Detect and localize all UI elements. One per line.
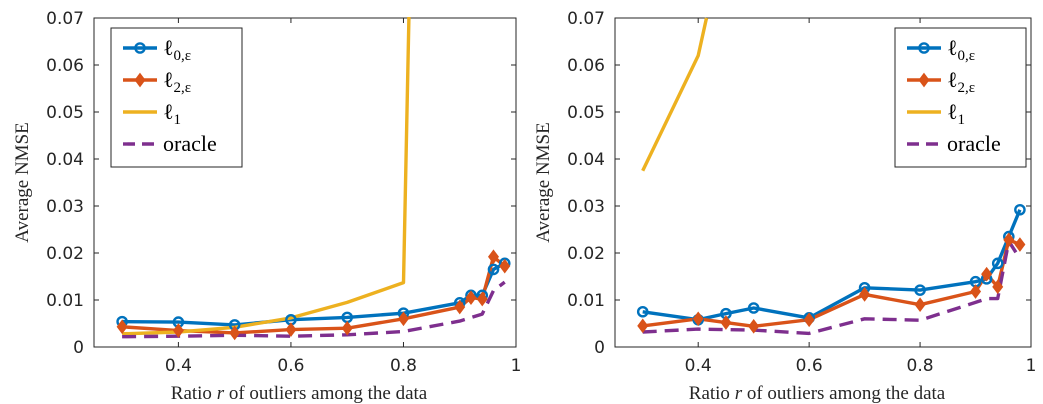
left-chart: 0 0.01 0.02 0.03 0.04 0.05 0.06 0.07 0.4 0.6 0.8 1 R…	[12, 9, 521, 404]
data-point	[476, 291, 488, 307]
y-tick-label: 0.03	[567, 197, 605, 217]
data-point	[720, 315, 732, 330]
y-tick-label: 0.05	[567, 103, 605, 123]
legend-marker	[918, 42, 930, 54]
x-tick-label: 0.4	[165, 356, 192, 376]
data-point	[499, 258, 511, 274]
series-line-3	[642, 239, 1022, 336]
x-tick-label: 0.8	[907, 356, 934, 376]
plot-area	[614, 17, 1032, 348]
right-chart: 0 0.01 0.02 0.03 0.04 0.05 0.06 0.07 0.4 0.6 0.8 1 R…	[533, 9, 1036, 404]
y-tick-label: 0.07	[567, 9, 605, 29]
data-point	[914, 284, 926, 296]
y-tick-label: 0	[73, 338, 84, 358]
x-axis-label: Ratio r of outliers among the data	[171, 383, 428, 404]
data-point	[970, 284, 982, 299]
data-point	[914, 297, 926, 313]
series-line-0	[642, 209, 1022, 322]
legend-marker	[918, 72, 930, 88]
legend-label: oracle	[947, 131, 1001, 156]
data-point	[748, 318, 760, 334]
legend-label: ℓ1	[947, 99, 965, 128]
x-tick-label: 0.8	[390, 356, 417, 376]
data-point	[859, 287, 871, 302]
y-tick-label: 0.06	[567, 56, 605, 76]
x-tick-label: 0.6	[796, 356, 823, 376]
legend-marker	[134, 72, 146, 88]
y-tick-label: 0.05	[46, 103, 84, 123]
data-point	[1003, 232, 1015, 248]
data-point	[341, 320, 353, 336]
data-point	[397, 311, 409, 327]
legend-label: ℓ0,ε	[947, 35, 975, 64]
data-point	[747, 302, 760, 314]
legend-label: ℓ2,ε	[163, 67, 191, 96]
y-tick-label: 0.01	[46, 291, 84, 311]
data-point	[1014, 237, 1026, 252]
x-tick-label: 0.4	[685, 356, 712, 376]
legend: ℓ0,ε ℓ2,ε ℓ1 oracle	[110, 27, 243, 168]
y-axis-label: Average NMSE	[533, 122, 554, 242]
y-tick-label: 0.06	[46, 56, 84, 76]
legend-label: ℓ0,ε	[163, 35, 191, 64]
legend-label: oracle	[163, 131, 217, 156]
data-point	[172, 323, 184, 338]
x-tick-label: 0.6	[277, 356, 304, 376]
series-line-3	[122, 280, 506, 339]
data-point	[487, 249, 499, 265]
data-point	[637, 318, 649, 334]
data-point	[454, 299, 466, 315]
series-line-0	[122, 261, 506, 327]
data-point	[116, 319, 128, 335]
series-line-2	[641, 17, 709, 172]
plot-area	[93, 17, 517, 348]
data-point	[636, 305, 649, 318]
data-point	[487, 263, 500, 276]
legend-marker	[134, 42, 146, 54]
x-tick-label: 1	[511, 356, 522, 376]
y-tick-label: 0	[594, 338, 605, 358]
y-tick-label: 0.02	[46, 244, 84, 264]
y-axis-label: Average NMSE	[12, 122, 33, 242]
y-tick-label: 0.04	[46, 150, 84, 170]
data-point	[229, 325, 241, 341]
data-point	[692, 311, 704, 327]
data-point	[285, 322, 297, 337]
y-tick-label: 0.07	[46, 9, 84, 29]
y-tick-label: 0.04	[567, 150, 605, 170]
y-tick-label: 0.02	[567, 244, 605, 264]
x-tick-label: 1	[1026, 356, 1037, 376]
data-point	[981, 266, 993, 282]
data-point	[1014, 203, 1026, 216]
data-point	[992, 279, 1004, 295]
data-point	[465, 290, 477, 305]
legend-label: ℓ2,ε	[947, 67, 975, 96]
x-axis-label: Ratio r of outliers among the data	[689, 383, 946, 404]
y-tick-label: 0.03	[46, 197, 84, 217]
legend-label: ℓ1	[163, 99, 181, 128]
data-point	[803, 312, 815, 328]
y-tick-label: 0.01	[567, 291, 605, 311]
data-point	[991, 257, 1004, 270]
legend: ℓ0,ε ℓ2,ε ℓ1 oracle	[894, 27, 1027, 168]
